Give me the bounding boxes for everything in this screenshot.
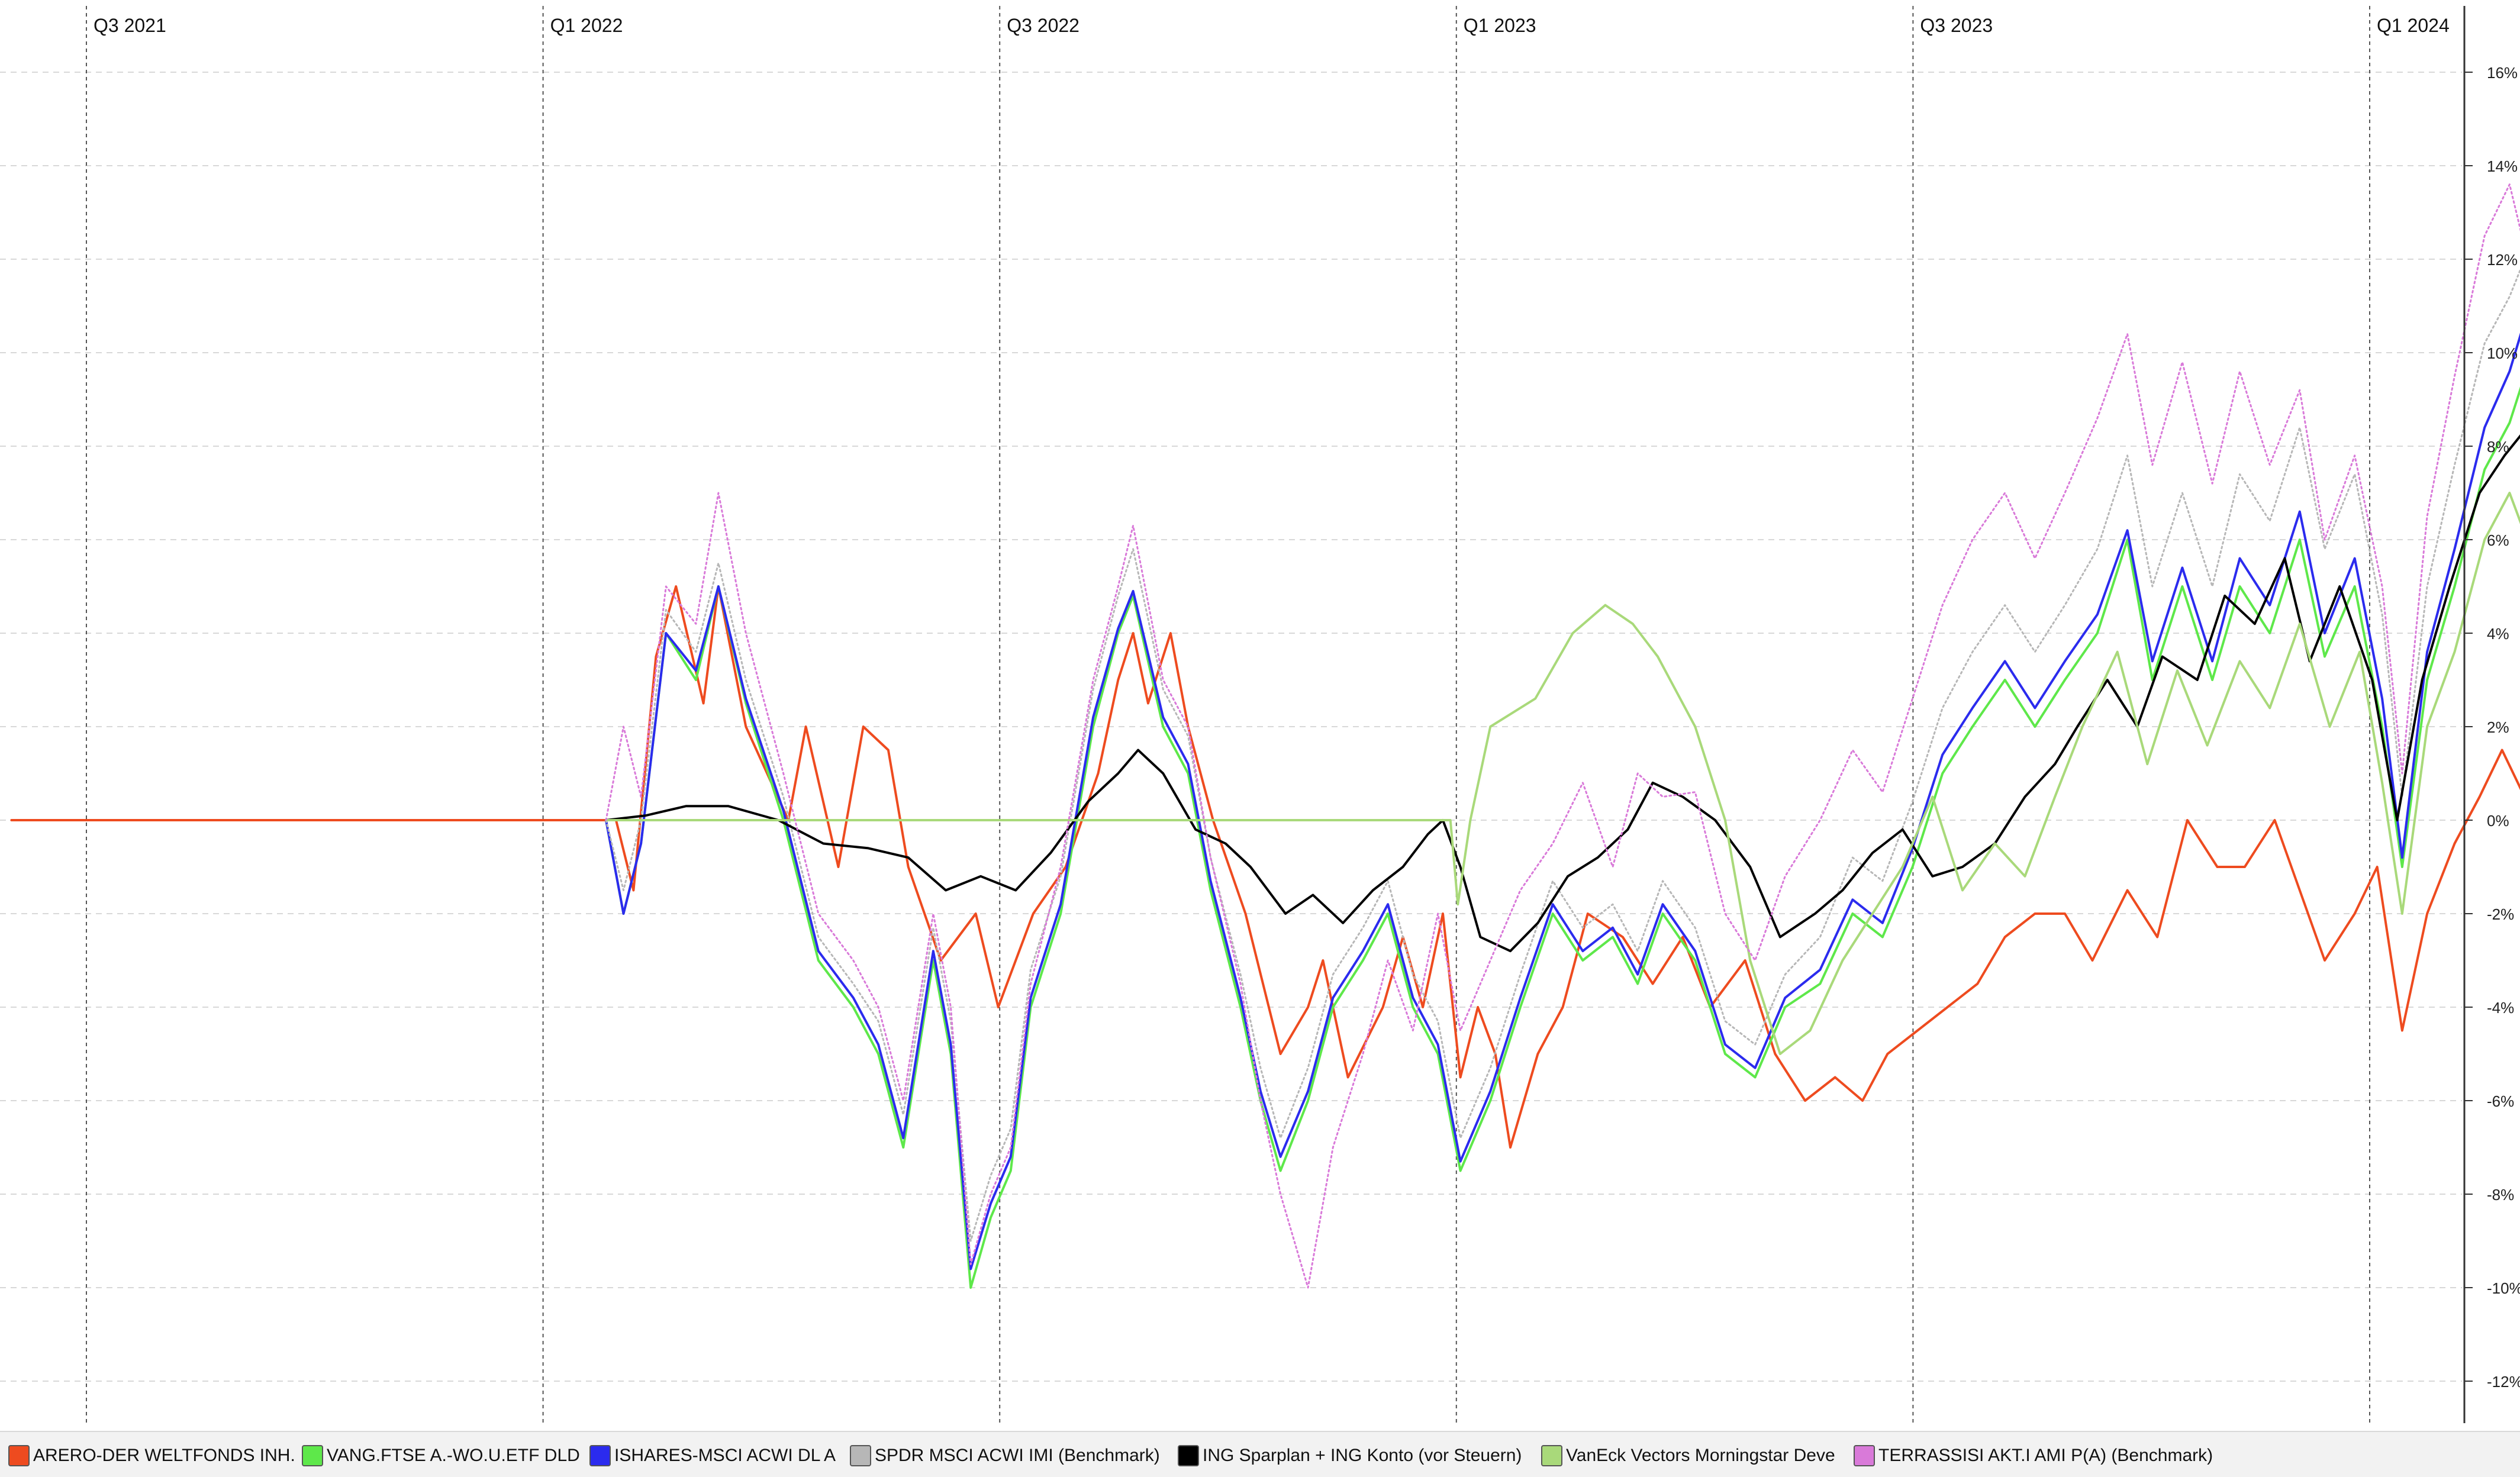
y-axis: 16% 14% 12% 10% 8% 6% 4% 2% 0% -2% -4% -6% -8% -10% -1… xyxy=(2463,6,2520,1423)
grid-layer xyxy=(0,6,2462,1423)
chart-legend: ARERO-DER WELTFONDS INH. VANG.FTSE A.-WO.… xyxy=(0,1431,2520,1477)
y-tick-label: 0% xyxy=(2487,812,2509,830)
legend-item-1[interactable]: ARERO-DER WELTFONDS INH. xyxy=(8,1444,295,1468)
legend-label: VanEck Vectors Morningstar Deve xyxy=(1566,1446,1835,1465)
legend-item-4[interactable]: SPDR MSCI ACWI IMI (Benchmark) xyxy=(850,1444,1160,1468)
y-tick-label: 8% xyxy=(2487,438,2509,456)
legend-swatch xyxy=(589,1445,611,1466)
x-tick-label: Q1 2023 xyxy=(1464,15,1536,36)
series-line-3 xyxy=(605,333,2520,1270)
y-tick-label: -8% xyxy=(2487,1186,2514,1204)
x-tick-label: Q3 2023 xyxy=(1920,15,1993,36)
y-tick-label: 10% xyxy=(2487,344,2518,362)
legend-swatch xyxy=(8,1445,30,1466)
y-tick-label: -6% xyxy=(2487,1092,2514,1110)
y-tick-label: -10% xyxy=(2487,1279,2520,1297)
y-tick-label: -4% xyxy=(2487,999,2514,1017)
x-tick-label: Q1 2024 xyxy=(2377,15,2450,36)
series-line-1 xyxy=(10,585,2520,1149)
legend-swatch xyxy=(1854,1445,1875,1466)
series-line-5 xyxy=(605,434,2520,953)
legend-item-2[interactable]: VANG.FTSE A.-WO.U.ETF DLD xyxy=(302,1444,580,1468)
legend-label: ING Sparplan + ING Konto (vor Steuern) xyxy=(1203,1446,1522,1465)
y-tick-label: 6% xyxy=(2487,531,2509,549)
legend-label: ARERO-DER WELTFONDS INH. xyxy=(33,1446,295,1465)
legend-label: TERRASSISI AKT.I AMI P(A) (Benchmark) xyxy=(1878,1446,2213,1465)
legend-label: VANG.FTSE A.-WO.U.ETF DLD xyxy=(327,1446,580,1465)
series-line-7 xyxy=(605,183,2520,1289)
legend-item-5[interactable]: ING Sparplan + ING Konto (vor Steuern) xyxy=(1178,1444,1522,1468)
legend-item-6[interactable]: VanEck Vectors Morningstar Deve xyxy=(1541,1444,1835,1468)
legend-swatch xyxy=(850,1445,871,1466)
legend-swatch xyxy=(1178,1445,1199,1466)
legend-label: ISHARES-MSCI ACWI DL A xyxy=(614,1446,836,1465)
x-tick-label: Q1 2022 xyxy=(550,15,623,36)
y-tick-label: -12% xyxy=(2487,1373,2520,1391)
x-tick-label: Q3 2021 xyxy=(94,15,166,36)
series-line-2 xyxy=(605,386,2520,1289)
series-layer xyxy=(10,183,2520,1289)
y-tick-label: 2% xyxy=(2487,718,2509,736)
legend-swatch xyxy=(302,1445,323,1466)
y-tick-label: 4% xyxy=(2487,625,2509,643)
y-tick-label: 14% xyxy=(2487,157,2518,175)
y-tick-label: 12% xyxy=(2487,251,2518,269)
legend-item-7[interactable]: TERRASSISI AKT.I AMI P(A) (Benchmark) xyxy=(1854,1444,2213,1468)
y-tick-label: -2% xyxy=(2487,905,2514,923)
legend-item-3[interactable]: ISHARES-MSCI ACWI DL A xyxy=(589,1444,836,1468)
legend-label: SPDR MSCI ACWI IMI (Benchmark) xyxy=(875,1446,1160,1465)
x-tick-label: Q3 2022 xyxy=(1007,15,1079,36)
series-line-6 xyxy=(605,492,2520,1055)
y-tick-label: 16% xyxy=(2487,64,2518,82)
chart-svg: Q3 2021 Q1 2022 Q3 2022 Q1 2023 Q3 2023 Q1 20… xyxy=(0,6,2520,1423)
series-line-4 xyxy=(605,268,2520,1242)
legend-swatch xyxy=(1541,1445,1562,1466)
x-axis: Q3 2021 Q1 2022 Q3 2022 Q1 2023 Q3 2023 Q1 20… xyxy=(94,15,2450,36)
